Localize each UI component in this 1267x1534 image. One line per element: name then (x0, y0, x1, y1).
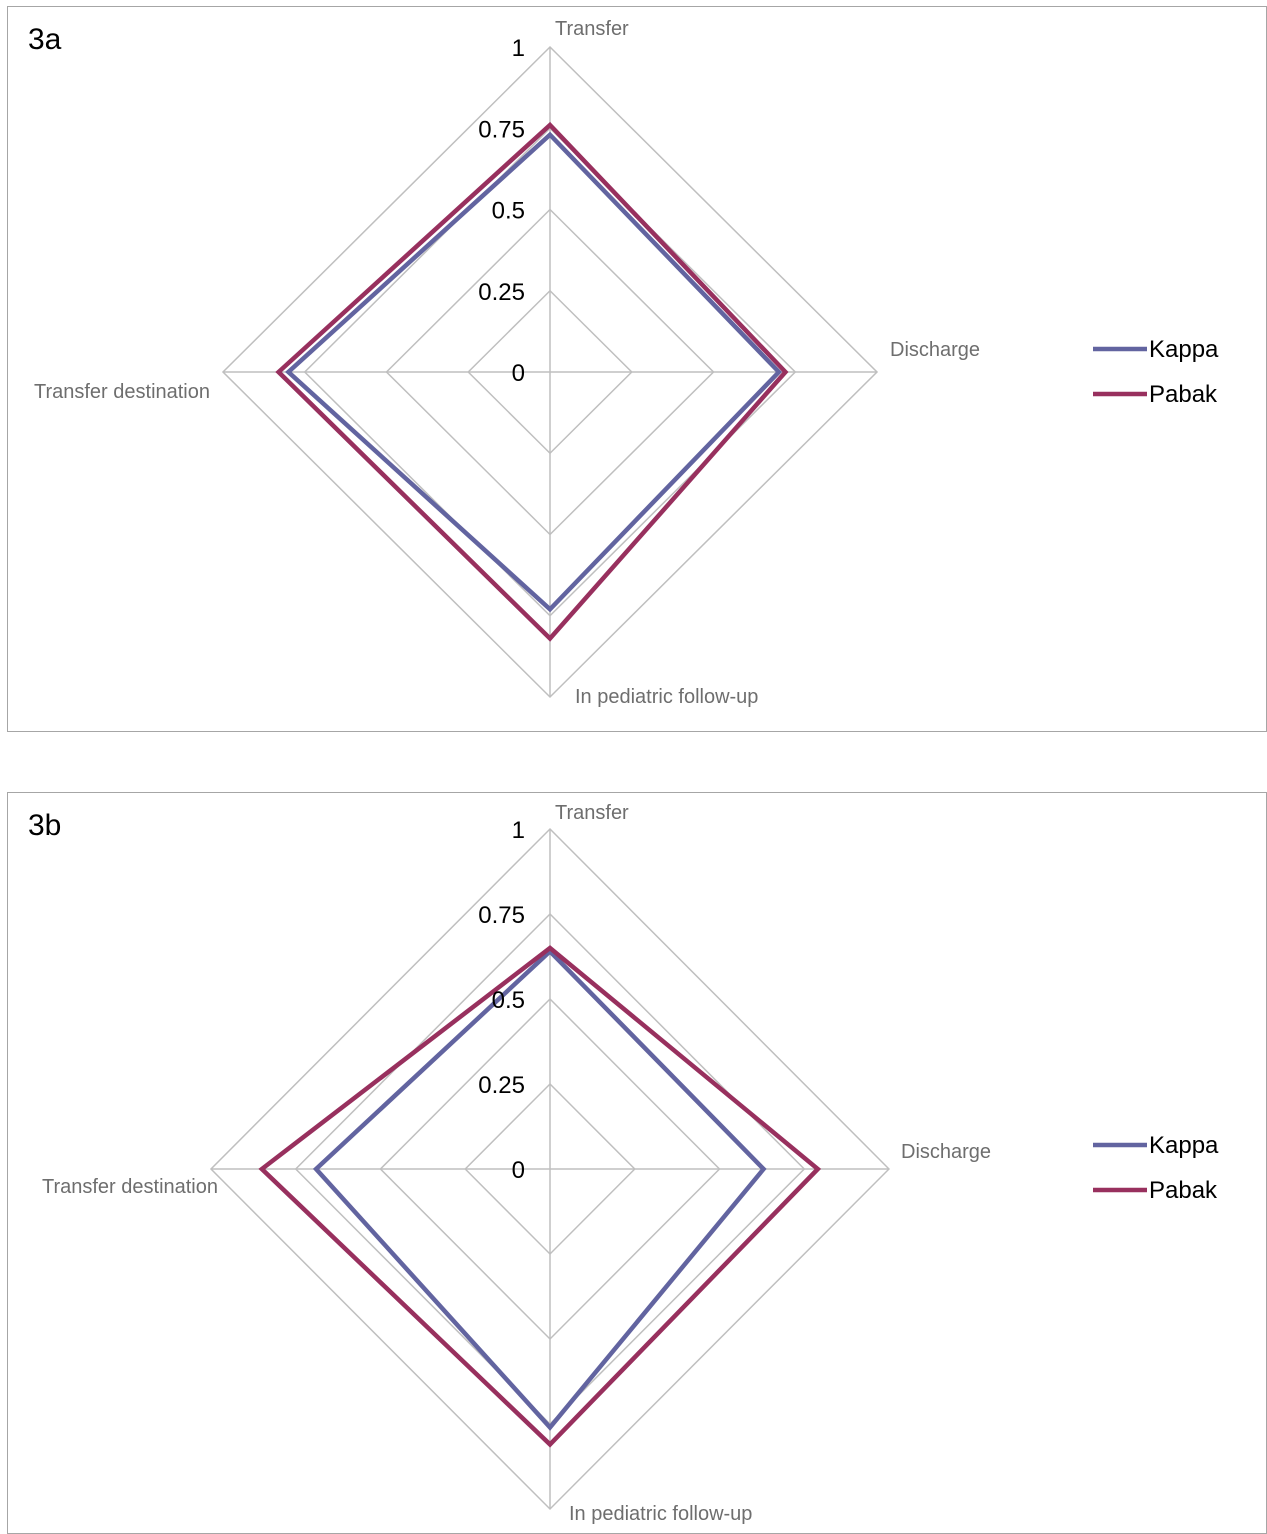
series-line-pabak (275, 121, 789, 642)
tick-label: 0.5 (492, 987, 525, 1014)
radar-chart-3b: 0 0.25 0.5 0.75 1 Transfer Discharge In pediatr… (42, 802, 1219, 1525)
legend: Kappa Pabak (1093, 336, 1219, 408)
panel-label: 3a (28, 23, 62, 56)
tick-label: 1 (512, 817, 525, 844)
tick-label: 0.5 (492, 198, 525, 225)
tick-label: 0.25 (478, 279, 525, 306)
legend: Kappa Pabak (1093, 1132, 1219, 1204)
chart-panel-3a: 3a 0 0.25 0.5 0.75 1 Transfer Discharge In pedi… (7, 6, 1267, 732)
axis-label-discharge: Discharge (890, 339, 980, 361)
axis-label-transfer-destination: Transfer destination (34, 381, 210, 403)
axis-label-transfer: Transfer (555, 802, 629, 824)
axis-label-in-pediatric-follow-up: In pediatric follow-up (575, 686, 758, 708)
axis-label-in-pediatric-follow-up: In pediatric follow-up (569, 1503, 752, 1525)
legend-label-pabak: Pabak (1149, 1177, 1218, 1204)
series-line-pabak (258, 945, 822, 1448)
legend-label-kappa: Kappa (1149, 336, 1219, 363)
axis-label-transfer: Transfer (555, 18, 629, 40)
tick-label: 0.75 (478, 116, 525, 143)
radar-grid (209, 827, 891, 1511)
tick-label: 1 (512, 35, 525, 62)
radar-grid (221, 45, 879, 699)
legend-label-kappa: Kappa (1149, 1132, 1219, 1159)
tick-label: 0 (512, 1157, 525, 1184)
legend-label-pabak: Pabak (1149, 381, 1218, 408)
panel-label: 3b (28, 809, 62, 842)
radar-chart-3a: 0 0.25 0.5 0.75 1 Transfer Discharge In pediatr… (34, 18, 1219, 708)
tick-label: 0 (512, 360, 525, 387)
tick-label: 0.25 (478, 1072, 525, 1099)
axis-label-discharge: Discharge (901, 1141, 991, 1163)
axis-label-transfer-destination: Transfer destination (42, 1176, 218, 1198)
series-line-kappa (312, 948, 767, 1431)
tick-label: 0.75 (478, 902, 525, 929)
series-line-kappa (285, 131, 783, 613)
chart-panel-3b: 3b 0 0.25 0.5 0.75 1 Transfer Discharge In pedi… (7, 792, 1267, 1534)
